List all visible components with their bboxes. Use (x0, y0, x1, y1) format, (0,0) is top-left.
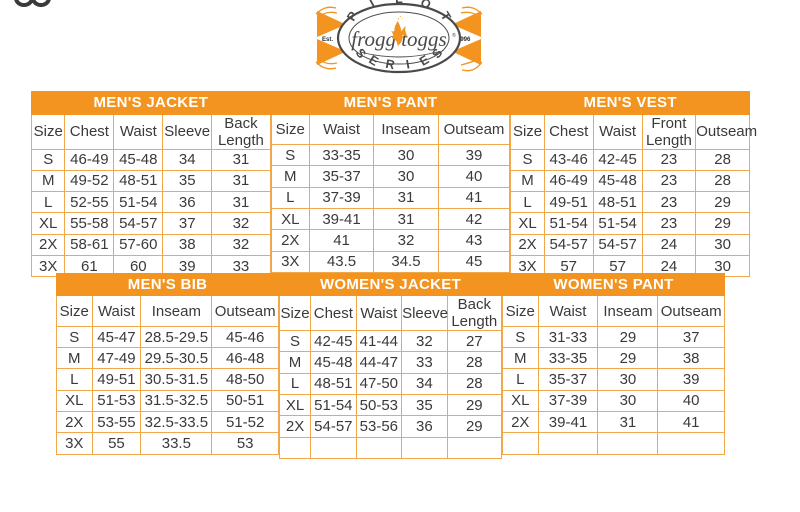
svg-text:Est.: Est. (322, 37, 333, 43)
svg-text:L: L (395, 0, 403, 6)
svg-text:®: ® (452, 32, 456, 39)
